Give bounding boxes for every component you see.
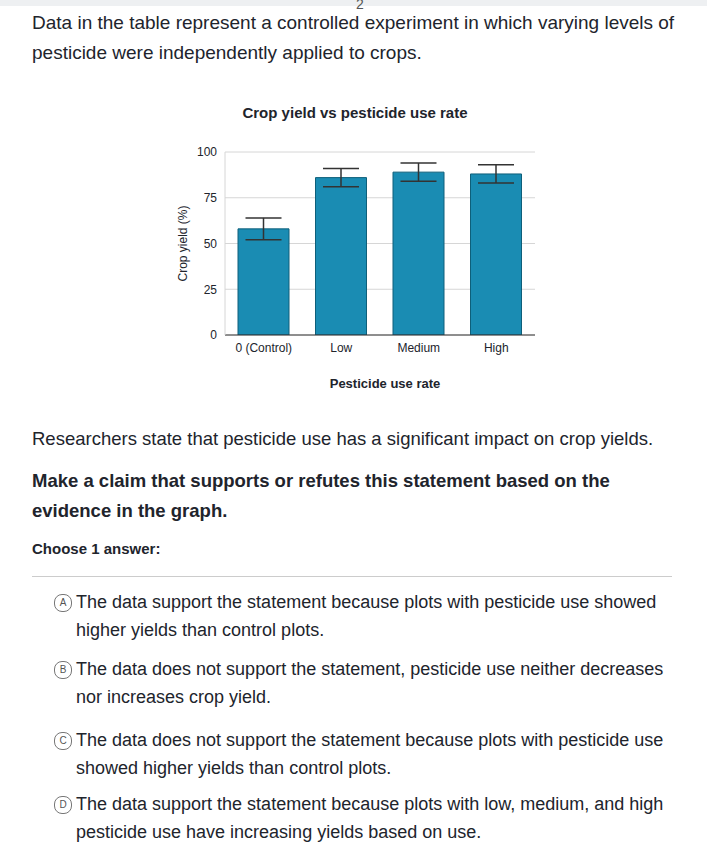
html-text:Make a claim that supports or: Make a claim that supports or refutes th… bbox=[32, 470, 610, 521]
html-text:D: D bbox=[59, 799, 67, 810]
html-text:B: B bbox=[59, 664, 67, 675]
html-text:Pesticide use rate: Pesticide use rate bbox=[329, 376, 441, 391]
html-text:Researchers state that pestici: Researchers state that pesticide use has… bbox=[32, 428, 654, 449]
svg-text:Medium: Medium bbox=[397, 341, 440, 355]
html-text:Crop yield vs pesticide use ra: Crop yield vs pesticide use rate bbox=[242, 104, 468, 121]
html-text:Choose 1 answer:: Choose 1 answer: bbox=[32, 540, 161, 557]
html-text:A: A bbox=[59, 597, 67, 608]
html-text:Data in the table represent a: Data in the table represent a controlled… bbox=[32, 12, 675, 63]
svg-text:50: 50 bbox=[204, 237, 218, 251]
svg-text:75: 75 bbox=[204, 191, 218, 205]
svg-text:High: High bbox=[484, 341, 509, 355]
svg-text:100: 100 bbox=[197, 145, 217, 159]
svg-text:Low: Low bbox=[330, 341, 352, 355]
svg-text:Crop yield (%): Crop yield (%) bbox=[176, 205, 190, 281]
html-text:The data support the statement: The data support the statement because p… bbox=[76, 592, 657, 640]
html-text:The data support the statement: The data support the statement because p… bbox=[76, 794, 664, 842]
svg-text:0 (Control): 0 (Control) bbox=[235, 341, 292, 355]
html-text:The data does not support the: The data does not support the statement … bbox=[76, 730, 664, 778]
html-text:The data does not support the: The data does not support the statement,… bbox=[76, 659, 664, 707]
svg-text:0: 0 bbox=[210, 328, 217, 342]
svg-text:25: 25 bbox=[204, 283, 218, 297]
html-text:C: C bbox=[59, 735, 67, 746]
